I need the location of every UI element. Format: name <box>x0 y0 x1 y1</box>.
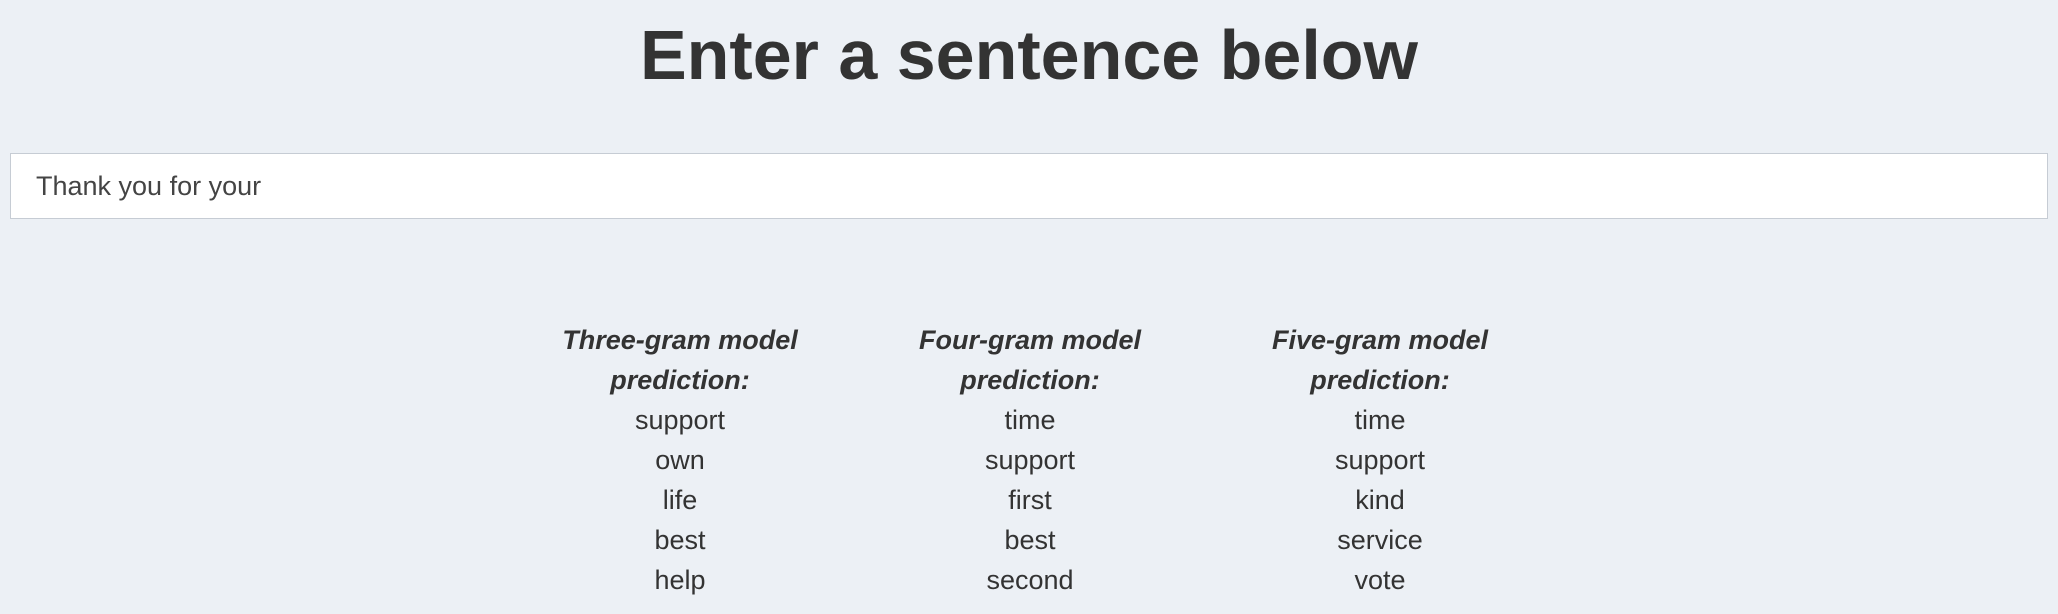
three-gram-word-list: support own life best help <box>530 400 830 600</box>
page-title: Enter a sentence below <box>639 16 1419 94</box>
prediction-word: help <box>654 565 706 595</box>
five-gram-heading-line1: Five-gram model <box>1271 325 1489 355</box>
prediction-word: first <box>1008 485 1052 515</box>
predictions-area: Three-gram model prediction: support own… <box>0 320 2058 610</box>
prediction-word: own <box>655 445 705 475</box>
five-gram-word-list: time support kind service vote <box>1230 400 1530 600</box>
five-gram-heading-line2: prediction: <box>1310 365 1450 395</box>
three-gram-column: Three-gram model prediction: support own… <box>530 320 830 600</box>
prediction-word: life <box>662 485 698 515</box>
prediction-word: time <box>1354 405 1406 435</box>
prediction-word: second <box>986 565 1074 595</box>
four-gram-column: Four-gram model prediction: time support… <box>880 320 1180 600</box>
prediction-word: service <box>1337 525 1423 555</box>
sentence-input[interactable] <box>10 153 2048 219</box>
prediction-word: kind <box>1355 485 1405 515</box>
prediction-word: best <box>1004 525 1056 555</box>
five-gram-column: Five-gram model prediction: time support… <box>1230 320 1530 600</box>
prediction-word: support <box>634 405 726 435</box>
prediction-word: vote <box>1354 565 1406 595</box>
prediction-word: best <box>654 525 706 555</box>
prediction-word: time <box>1004 405 1056 435</box>
three-gram-heading-line2: prediction: <box>610 365 750 395</box>
four-gram-heading-line1: Four-gram model <box>918 325 1141 355</box>
four-gram-heading-line2: prediction: <box>960 365 1100 395</box>
prediction-word: support <box>1334 445 1426 475</box>
four-gram-word-list: time support first best second <box>880 400 1180 600</box>
three-gram-heading-line1: Three-gram model <box>562 325 798 355</box>
prediction-word: support <box>984 445 1076 475</box>
